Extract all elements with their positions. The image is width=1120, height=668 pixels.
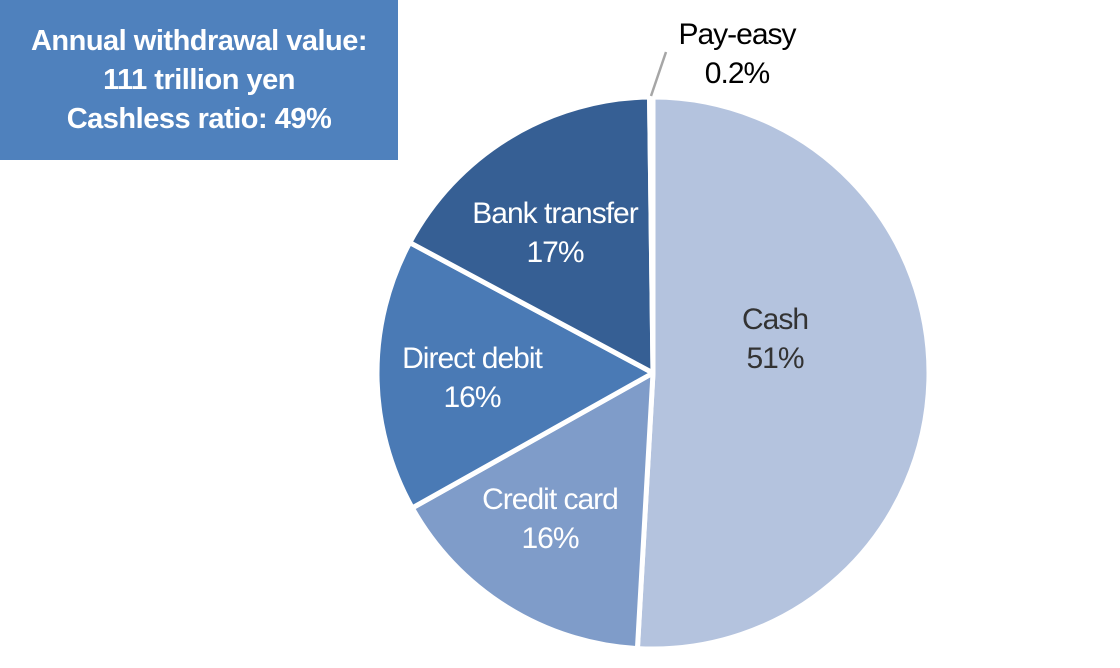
pie-slice-pay-easy	[647, 94, 656, 376]
slice-value-cash: 51%	[746, 342, 803, 375]
summary-line-withdrawal: Annual withdrawal value:	[30, 25, 368, 57]
pie-slice-direct-debit	[374, 240, 656, 511]
slice-value-credit-card: 16%	[521, 522, 578, 555]
slice-value-pay-easy: 0.2%	[705, 57, 770, 90]
slice-label-pay-easy: Pay-easy	[678, 18, 796, 51]
slice-label-bank-transfer: Bank transfer	[472, 197, 638, 230]
pie-slice-cash	[634, 94, 932, 652]
summary-line-cashless-ratio: Cashless ratio: 49%	[66, 103, 332, 135]
summary-box: Annual withdrawal value: 111 trillion ye…	[0, 0, 398, 160]
summary-line-value: 111 trillion yen	[103, 64, 295, 96]
pie-slice-credit-card	[409, 370, 656, 652]
slice-value-direct-debit: 16%	[443, 381, 500, 414]
pay-easy-leader-line	[649, 51, 668, 97]
slice-value-bank-transfer: 17%	[526, 236, 583, 269]
pie-slice-bank-transfer	[407, 94, 656, 376]
slice-label-cash: Cash	[742, 303, 808, 336]
slice-label-credit-card: Credit card	[482, 483, 618, 516]
slice-label-direct-debit: Direct debit	[402, 342, 543, 375]
